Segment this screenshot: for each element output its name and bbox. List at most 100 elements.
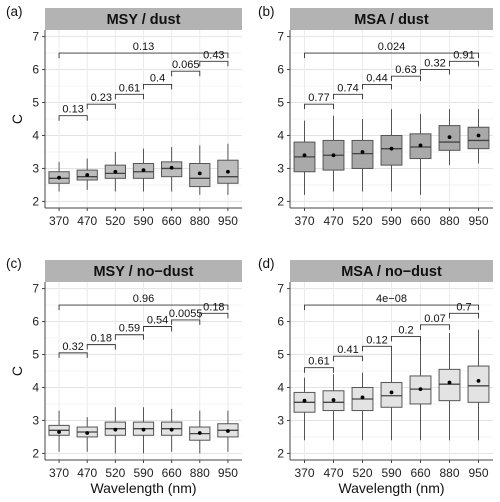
facet-strip: [290, 8, 493, 30]
x-tick-label: 370: [294, 466, 314, 480]
p-value-label: 0.12: [366, 334, 387, 346]
p-value-label: 4e−08: [376, 293, 407, 305]
panel-c: (c) MSY / no−dust 2 3 4 5 6 7 0.96 0.32 0.18 0.59 0.…: [6, 256, 242, 496]
box-470: [322, 115, 345, 192]
comparison-bracket: 0.0055: [169, 308, 203, 325]
x-tick-label: 660: [410, 214, 430, 228]
comparison-bracket: 0.18: [86, 333, 116, 350]
box-520: [104, 151, 126, 192]
x-tick-label: 950: [468, 214, 488, 228]
mean-point: [141, 427, 146, 432]
box-950: [217, 143, 239, 195]
comparison-bracket: 0.7: [449, 301, 479, 319]
box-590: [380, 351, 403, 441]
box-470: [76, 158, 98, 190]
facet-strip: [290, 260, 493, 282]
iqr-box: [380, 382, 403, 408]
panel-a: (a) MSY / dust 2 3 4 5 6 7 0.13 0.13 0.23 0.61 0.4 0.…: [6, 4, 242, 228]
y-axis-title: C: [9, 366, 25, 376]
y-tick-label: 3: [32, 413, 39, 427]
mean-point: [360, 150, 365, 154]
comparison-bracket: 0.44: [362, 72, 392, 90]
p-value-label: 0.63: [395, 64, 416, 76]
x-tick-label: 520: [105, 466, 125, 480]
bracket-line: [143, 83, 173, 90]
x-tick-label: 880: [439, 466, 459, 480]
x-tick-label: 470: [77, 466, 97, 480]
box-950: [467, 109, 490, 164]
bracket-line: [391, 75, 421, 82]
bracket-line: [199, 312, 229, 319]
y-tick-label: 4: [32, 128, 39, 142]
x-axis-title: Wavelength (nm): [90, 480, 196, 496]
mean-point: [476, 133, 481, 138]
y-axis-title: C: [9, 114, 25, 124]
x-tick-label: 950: [468, 466, 488, 480]
y-tick-label: 4: [32, 380, 39, 394]
mean-point: [85, 173, 90, 177]
y-tick-label: 6: [32, 315, 39, 329]
y-tick-label: 2: [277, 194, 284, 208]
p-value-label: 0.44: [366, 72, 387, 84]
mean-point: [113, 169, 118, 174]
p-value-label: 0.61: [308, 356, 329, 368]
bracket-line: [333, 93, 363, 100]
x-tick-label: 660: [410, 466, 430, 480]
p-value-label: 0.74: [337, 82, 358, 94]
facet-strip: [45, 260, 242, 282]
box-950: [467, 329, 490, 441]
box-880: [438, 333, 461, 441]
x-tick-label: 590: [133, 466, 153, 480]
comparison-bracket: 0.91: [449, 49, 479, 67]
box-880: [189, 145, 211, 195]
comparison-bracket: 0.024: [304, 41, 479, 59]
x-tick-label: 520: [105, 214, 125, 228]
p-value-label: 0.96: [133, 293, 154, 305]
facet-strip: [45, 8, 242, 30]
y-tick-label: 4: [277, 128, 284, 142]
mean-point: [113, 427, 118, 432]
x-tick-label: 950: [218, 466, 238, 480]
p-value-label: 0.07: [424, 313, 445, 325]
mean-point: [85, 431, 90, 435]
y-tick-label: 2: [32, 194, 39, 208]
mean-point: [389, 390, 394, 395]
p-value-label: 0.91: [453, 49, 474, 61]
p-value-label: 0.41: [337, 344, 358, 356]
comparison-bracket: 4e−08: [304, 293, 479, 311]
p-value-label: 0.32: [424, 58, 445, 70]
iqr-box: [351, 139, 374, 169]
box-590: [380, 109, 403, 192]
mean-point: [302, 153, 307, 158]
y-tick-label: 2: [277, 446, 284, 460]
x-tick-label: 470: [323, 466, 343, 480]
p-value-label: 0.0055: [169, 308, 203, 320]
comparison-bracket: 0.18: [199, 301, 229, 319]
p-value-label: 0.32: [62, 341, 83, 353]
mean-point: [141, 168, 146, 172]
mean-point: [447, 380, 452, 385]
mean-point: [169, 165, 174, 170]
y-tick-label: 7: [32, 282, 39, 296]
comparison-bracket: 0.4: [143, 72, 173, 90]
y-tick-label: 2: [32, 446, 39, 460]
y-tick-label: 3: [32, 161, 39, 175]
y-tick-label: 3: [277, 413, 284, 427]
mean-point: [226, 429, 230, 433]
x-tick-label: 880: [439, 214, 459, 228]
box-520: [351, 372, 374, 441]
box-660: [161, 408, 183, 452]
mean-point: [57, 175, 61, 180]
bracket-line: [199, 60, 229, 67]
comparison-bracket: 0.59: [114, 323, 144, 340]
y-tick-label: 4: [277, 380, 284, 394]
comparison-bracket: 0.96: [58, 293, 229, 311]
mean-point: [331, 153, 336, 158]
box-370: [48, 161, 70, 192]
bracket-line: [333, 355, 363, 362]
iqr-box: [467, 126, 490, 150]
box-880: [438, 109, 461, 166]
box-880: [189, 410, 211, 454]
comparison-bracket: 0.63: [391, 64, 421, 82]
y-tick-label: 6: [32, 63, 39, 77]
